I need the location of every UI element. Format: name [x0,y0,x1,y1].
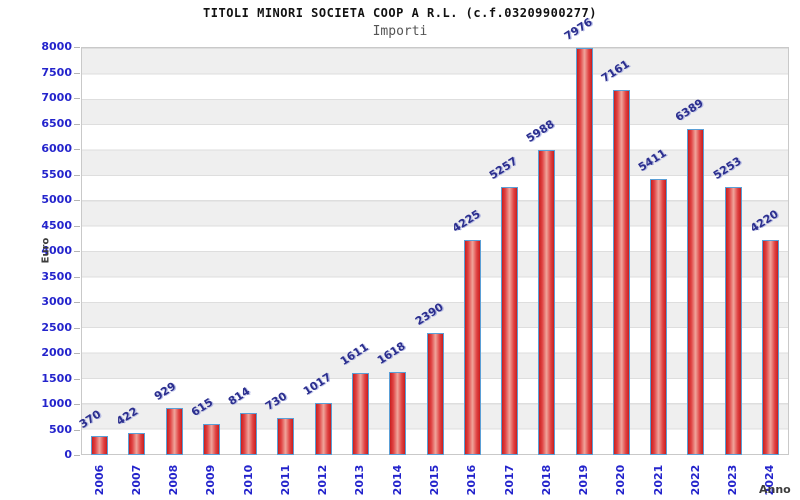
y-tick [74,455,80,456]
y-tick [74,276,80,278]
chart-subtitle: Importi [372,24,428,39]
bar [202,423,220,455]
x-tick-label: 2006 [92,464,106,496]
bar [351,372,369,455]
x-tick-label: 2019 [577,464,591,496]
x-tick-label: 2022 [688,464,702,496]
y-tick-label: 5000 [41,193,72,206]
y-tick-label: 5500 [41,167,72,181]
x-tick-label: 2011 [278,464,292,496]
x-tick-label: 2016 [465,464,479,496]
y-tick [74,200,80,201]
bar [240,413,258,455]
x-tick-label: 2010 [241,464,255,496]
y-tick-label: 8000 [41,40,72,53]
bar [761,239,779,455]
y-tick-label: 2500 [41,320,72,334]
y-tick-label: 3500 [41,269,72,283]
x-axis-title: Anno [759,483,791,496]
y-tick-label: 2000 [41,346,72,359]
y-tick [74,251,80,252]
bar [501,186,519,455]
y-tick [74,123,80,125]
x-tick-label: 2014 [390,464,404,496]
bar [389,372,407,455]
x-tick-label: 2015 [428,464,441,496]
x-tick-label: 2020 [614,464,628,496]
x-tick-label: 2023 [726,464,740,496]
x-tick-label: 2018 [539,464,553,496]
x-tick-label: 2013 [353,464,367,496]
bar [277,417,295,455]
y-tick-label: 0 [64,448,72,461]
y-tick-label: 1000 [41,397,72,410]
bar [538,149,556,455]
chart-title: TITOLI MINORI SOCIETA COOP A R.L. (c.f.0… [203,6,597,20]
y-tick [74,404,80,405]
bar [724,187,742,455]
bar [314,403,332,455]
y-tick-label: 6500 [41,116,72,130]
bar [91,436,109,455]
y-tick [74,327,80,329]
y-tick-label: 1500 [41,371,72,385]
y-tick-label: 3000 [41,295,72,308]
y-tick [74,174,80,176]
x-tick-label: 2009 [204,464,218,496]
y-tick [74,225,80,227]
bar [426,333,444,455]
x-tick-label: 2007 [129,464,143,496]
y-tick [74,47,80,48]
y-tick [74,98,80,99]
x-tick-label: 2008 [167,464,181,496]
y-tick-label: 500 [49,422,72,436]
bar [612,89,630,455]
bar [128,433,146,455]
y-tick-label: 4000 [41,244,72,257]
bar [687,129,705,455]
y-tick [74,353,80,354]
x-tick-label: 2021 [651,464,665,496]
y-axis-title: Euro [40,237,52,264]
bar [575,48,593,455]
y-tick-label: 7500 [41,65,72,79]
y-tick-label: 6000 [41,142,72,155]
x-tick-label: 2017 [502,464,516,496]
y-tick [74,302,80,303]
y-tick-label: 4500 [41,218,72,232]
bar [650,179,668,455]
y-tick [74,149,80,150]
bar [463,239,481,455]
y-tick [74,378,80,380]
y-tick [74,72,80,74]
x-tick-label: 2012 [316,464,330,496]
y-tick [74,429,80,431]
bar [165,407,183,455]
y-tick-label: 7000 [41,91,72,104]
